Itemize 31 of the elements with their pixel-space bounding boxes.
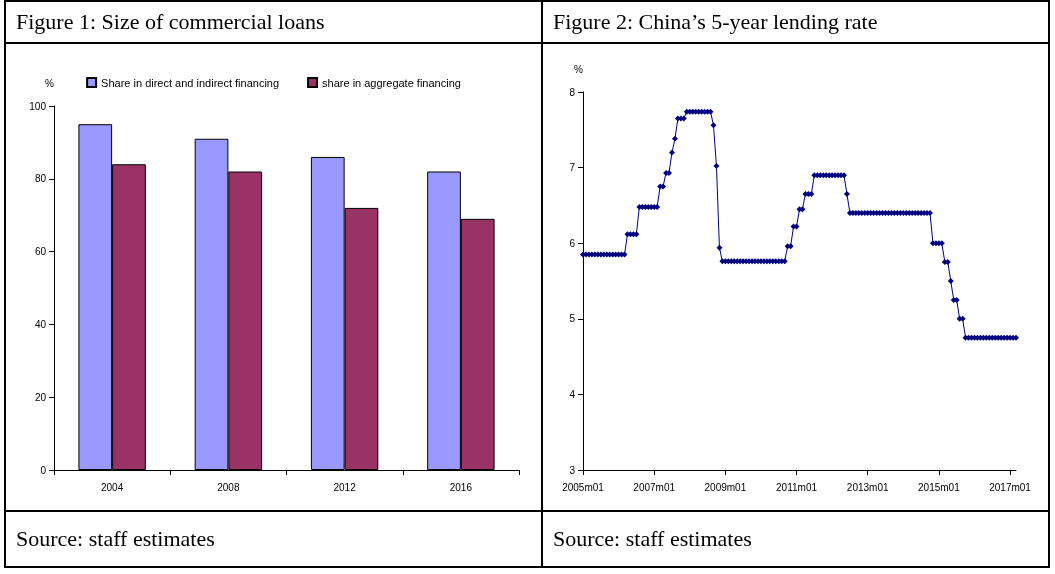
x-tick-label: 2009m01 (704, 481, 747, 493)
x-tick-label: 2004 (101, 481, 124, 493)
y-tick-label: 5 (569, 313, 576, 325)
x-tick-label: 2005m01 (562, 481, 605, 493)
y-tick-label: 40 (34, 318, 47, 330)
y-tick-label: 8 (569, 86, 576, 98)
legend-label: share in aggregate financing (322, 76, 461, 89)
source-note: Source: staff estimates (16, 526, 216, 552)
y-axis-title: % (45, 77, 55, 89)
legend-label: Share in direct and indirect financing (101, 76, 280, 89)
y-tick-label: 60 (34, 246, 47, 258)
y-tick-label: 0 (40, 464, 47, 476)
chart-title: Figure 1: Size of commercial loans (5, 1, 542, 43)
y-tick-label: 4 (569, 388, 576, 400)
y-tick-label: 100 (29, 100, 47, 112)
x-tick-label: 2016 (449, 481, 473, 493)
x-tick-label: 2013m01 (846, 481, 889, 493)
y-tick-label: 7 (569, 162, 576, 174)
x-tick-label: 2015m01 (918, 481, 961, 493)
x-tick-label: 2008 (217, 481, 240, 493)
y-tick-label: 20 (34, 391, 47, 403)
source-note: Source: staff estimates (553, 526, 753, 552)
x-tick-label: 2011m01 (776, 481, 818, 493)
x-tick-label: 2007m01 (633, 481, 676, 493)
chart-title: Figure 2: China’s 5-year lending rate (542, 1, 1049, 43)
y-tick-label: 3 (569, 464, 576, 476)
y-tick-label: 6 (569, 237, 576, 249)
x-tick-label: 2012 (333, 481, 357, 493)
y-tick-label: 80 (34, 173, 47, 185)
y-axis-title: % (574, 63, 584, 75)
x-tick-label: 2017m01 (989, 481, 1032, 493)
